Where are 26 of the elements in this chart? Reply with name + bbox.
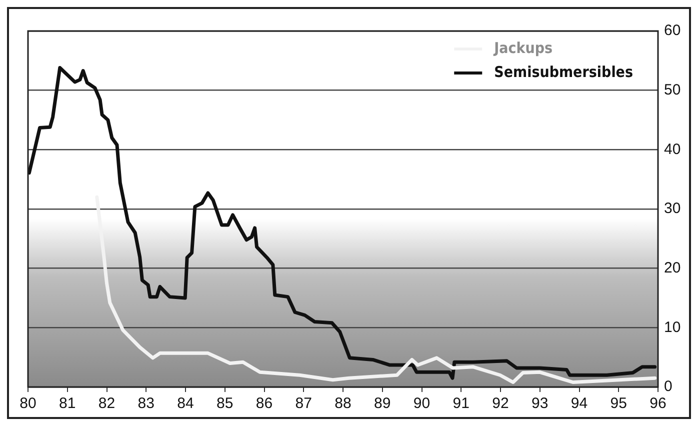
- x-tick-label: 96: [650, 395, 666, 412]
- x-tick-label: 92: [492, 395, 509, 412]
- x-tick-label: 88: [334, 395, 352, 412]
- legend-label: Semisubmersibles: [494, 62, 634, 81]
- x-tick-label: 83: [138, 395, 154, 412]
- y-tick-label: 0: [664, 378, 672, 396]
- x-tick-label: 80: [20, 395, 36, 412]
- x-tick-label: 85: [216, 395, 234, 412]
- y-tick-label: 40: [664, 140, 681, 158]
- x-tick-label: 84: [177, 395, 194, 412]
- x-tick-label: 94: [570, 395, 588, 412]
- x-tick-label: 82: [98, 395, 116, 412]
- y-tick-label: 10: [664, 318, 681, 336]
- x-tick-label: 93: [532, 395, 548, 412]
- x-tick-label: 86: [256, 395, 273, 412]
- x-tick-label: 95: [610, 395, 627, 412]
- legend-label: Jackups: [493, 38, 553, 57]
- x-tick-label: 90: [413, 395, 430, 412]
- y-tick-label: 20: [664, 259, 681, 276]
- x-tick-label: 89: [374, 395, 391, 412]
- y-tick-label: 50: [664, 81, 681, 98]
- x-tick-label: 91: [452, 395, 470, 412]
- y-tick-label: 30: [664, 200, 681, 218]
- x-tick-label: 87: [295, 395, 312, 412]
- y-tick-label: 60: [664, 22, 681, 40]
- x-tick-label: 81: [59, 395, 76, 412]
